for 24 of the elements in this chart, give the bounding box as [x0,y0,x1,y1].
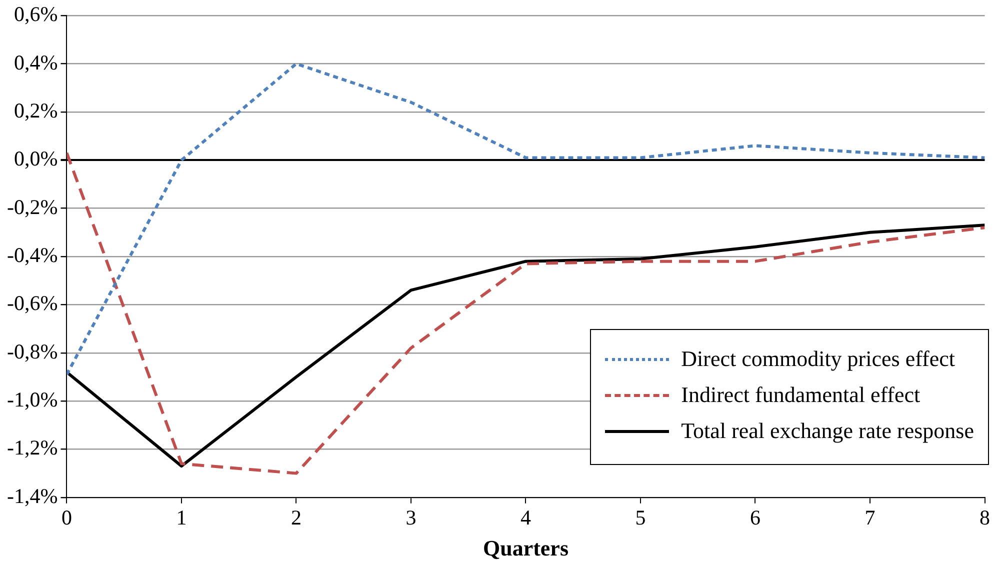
x-tick-label: 0 [61,506,72,530]
legend-label: Direct commodity prices effect [681,346,955,372]
y-tick-label: 0,2% [14,98,58,122]
x-tick-label: 2 [290,506,302,530]
legend-label: Indirect fundamental effect [681,382,920,408]
x-tick-label: 4 [520,506,532,530]
x-tick-label: 5 [635,506,646,530]
y-tick-label: -1,0% [6,388,58,412]
y-tick-label: 0,6% [14,2,58,26]
y-tick-label: -0,8% [6,339,58,364]
y-tick-label: -0,4% [6,243,58,268]
x-tick-label: 8 [980,506,990,530]
x-tick-label: 7 [864,506,876,530]
y-tick-label: -1,4% [6,484,58,508]
x-tick-label: 6 [750,506,760,530]
x-axis-title: Quarters [482,535,569,560]
x-tick-label: 3 [406,506,416,530]
y-tick-label: 0,0% [14,146,58,171]
legend-label: Total real exchange rate response [681,418,974,444]
y-tick-label: 0,4% [14,50,58,74]
y-tick-label: -1,2% [6,436,58,460]
x-tick-label: 1 [176,506,187,530]
y-tick-label: -0,6% [6,291,58,316]
y-tick-label: -0,2% [6,194,58,219]
